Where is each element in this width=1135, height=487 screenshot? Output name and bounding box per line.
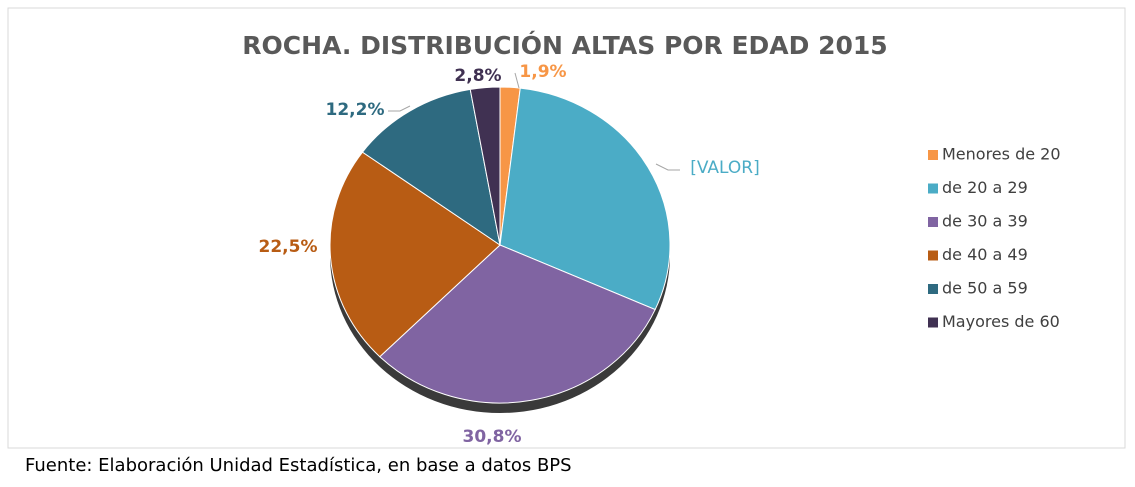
legend-label: de 40 a 49: [942, 245, 1028, 264]
data-label: [VALOR]: [690, 158, 760, 178]
data-label: 12,2%: [326, 100, 385, 120]
legend-swatch: [928, 284, 938, 294]
chart-title: ROCHA. DISTRIBUCIÓN ALTAS POR EDAD 2015: [242, 30, 887, 60]
source-note: Fuente: Elaboración Unidad Estadística, …: [25, 455, 572, 476]
legend-swatch: [928, 183, 938, 194]
legend-label: de 20 a 29: [942, 178, 1028, 197]
leader-line: [514, 72, 520, 89]
pie-slice: [361, 88, 501, 247]
legend-swatch: [928, 217, 938, 227]
legend-swatch: [928, 317, 938, 328]
pie-slice: [329, 151, 501, 358]
legend-swatch: [928, 250, 938, 261]
legend-label: Mayores de 60: [942, 312, 1060, 331]
data-label: 30,8%: [463, 427, 522, 447]
legend-label: de 30 a 39: [942, 212, 1028, 231]
leader-line: [388, 105, 411, 112]
pie-slice: [499, 87, 671, 311]
data-label: 22,5%: [259, 237, 318, 257]
legend-swatch: [928, 150, 938, 160]
pie-slice: [469, 86, 501, 246]
leader-line: [655, 163, 680, 171]
legend-label: Menores de 20: [942, 145, 1061, 164]
data-label: 2,8%: [454, 66, 501, 86]
pie-slice: [379, 244, 656, 404]
legend-label: de 50 a 59: [942, 279, 1028, 298]
data-label: 1,9%: [519, 62, 566, 82]
